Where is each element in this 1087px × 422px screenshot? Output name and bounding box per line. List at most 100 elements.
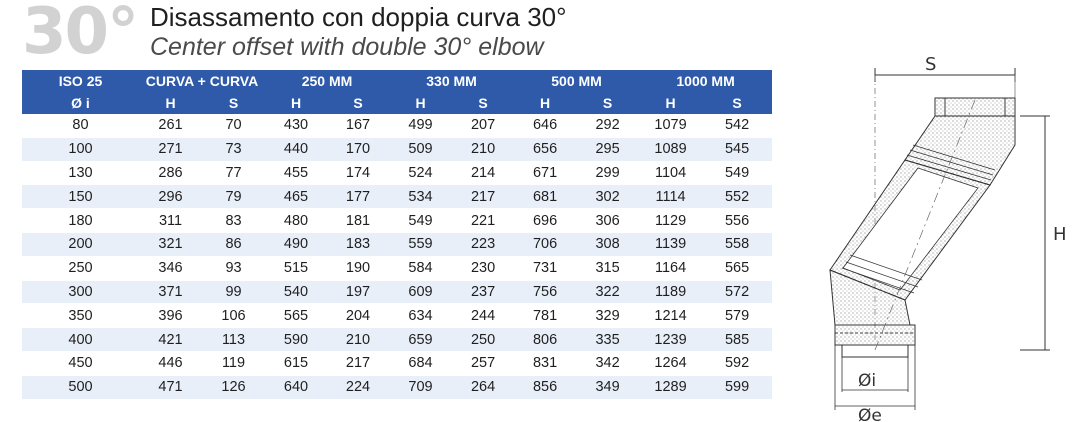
table-cell: 781 <box>514 303 577 329</box>
table-cell: 524 <box>389 161 453 186</box>
table-cell: 756 <box>514 280 577 305</box>
table-cell: 440 <box>265 137 328 162</box>
subheader-s: S <box>202 92 266 114</box>
table-cell: 696 <box>514 208 577 233</box>
table-cell: 615 <box>265 351 328 376</box>
table-cell: 534 <box>389 184 453 210</box>
table-cell: 806 <box>514 327 577 352</box>
table-cell: 329 <box>576 303 640 329</box>
table-cell: 656 <box>514 137 577 162</box>
table-cell: 455 <box>265 161 328 186</box>
table-cell: 286 <box>139 161 202 186</box>
label-s: S <box>925 54 936 75</box>
group-header-row: ISO 25 CURVA + CURVA 250 MM 330 MM 500 M… <box>22 70 773 92</box>
table-cell: 1129 <box>639 208 703 233</box>
header-iso25: ISO 25 <box>22 70 139 92</box>
dimension-table: ISO 25 CURVA + CURVA 250 MM 330 MM 500 M… <box>22 70 773 400</box>
subheader-s: S <box>576 92 640 114</box>
table-cell: 217 <box>452 184 515 210</box>
table-cell: 174 <box>327 161 390 186</box>
table-cell: 659 <box>389 327 453 352</box>
table-cell: 224 <box>327 375 390 400</box>
cell-diameter: 450 <box>22 351 139 376</box>
table-cell: 565 <box>265 303 328 329</box>
table-cell: 99 <box>202 280 266 305</box>
table-cell: 515 <box>265 256 328 281</box>
table-cell: 542 <box>702 114 773 138</box>
table-cell: 1114 <box>639 184 703 210</box>
table-cell: 634 <box>389 303 453 329</box>
sub-header-row: Ø i H S H S H S H S H S <box>22 92 773 114</box>
cell-diameter: 130 <box>22 161 139 186</box>
table-cell: 681 <box>514 184 577 210</box>
table-body: 80 261 70 430 167 499 207 646 292 1079 542 100 271 73… <box>22 114 773 400</box>
table-cell: 257 <box>452 351 515 376</box>
subheader-s: S <box>702 92 773 114</box>
table-cell: 1139 <box>639 232 703 257</box>
table-cell: 302 <box>576 184 640 210</box>
table-row: 180 311 83 480 181 549 221 696 306 1129 556 <box>22 208 773 233</box>
table-cell: 342 <box>576 351 640 376</box>
table-cell: 1104 <box>639 161 703 186</box>
table-cell: 223 <box>452 232 515 257</box>
table-cell: 609 <box>389 280 453 305</box>
table-row: 500 471 126 640 224 709 264 856 349 1289 599 <box>22 375 773 400</box>
cell-diameter: 350 <box>22 303 139 329</box>
table-cell: 565 <box>702 256 773 281</box>
table-cell: 322 <box>576 280 640 305</box>
label-h: H <box>1053 224 1067 245</box>
header-250mm: 250 MM <box>265 70 390 92</box>
table-cell: 167 <box>327 114 390 138</box>
table-cell: 480 <box>265 208 328 233</box>
table-cell: 646 <box>514 114 577 138</box>
table-cell: 831 <box>514 351 577 376</box>
table-cell: 856 <box>514 375 577 400</box>
subheader-s: S <box>452 92 515 114</box>
cell-diameter: 100 <box>22 137 139 162</box>
table-cell: 210 <box>327 327 390 352</box>
cell-diameter: 250 <box>22 256 139 281</box>
header-curva-curva: CURVA + CURVA <box>139 70 266 92</box>
table-cell: 490 <box>265 232 328 257</box>
table-cell: 183 <box>327 232 390 257</box>
cell-diameter: 180 <box>22 208 139 233</box>
table-cell: 296 <box>139 184 202 210</box>
table-cell: 590 <box>265 327 328 352</box>
table-cell: 106 <box>202 303 266 329</box>
table-cell: 396 <box>139 303 202 329</box>
table-row: 80 261 70 430 167 499 207 646 292 1079 542 <box>22 114 773 138</box>
offset-elbow-diagram: S H Øi Øe <box>829 54 1067 422</box>
table-cell: 93 <box>202 256 266 281</box>
table-cell: 549 <box>702 161 773 186</box>
table-cell: 1214 <box>639 303 703 329</box>
table-cell: 214 <box>452 161 515 186</box>
table-cell: 292 <box>576 114 640 138</box>
title-italian: Disassamento con doppia curva 30° <box>150 2 567 32</box>
cell-diameter: 150 <box>22 184 139 210</box>
table-cell: 181 <box>327 208 390 233</box>
title-english: Center offset with double 30° elbow <box>150 33 544 61</box>
table-cell: 706 <box>514 232 577 257</box>
table-cell: 430 <box>265 114 328 138</box>
table-cell: 499 <box>389 114 453 138</box>
table-cell: 126 <box>202 375 266 400</box>
table-cell: 1189 <box>639 280 703 305</box>
table-cell: 556 <box>702 208 773 233</box>
subheader-s: S <box>327 92 390 114</box>
table-cell: 73 <box>202 137 266 162</box>
cell-diameter: 500 <box>22 375 139 400</box>
table-cell: 113 <box>202 327 266 352</box>
table-cell: 264 <box>452 375 515 400</box>
table-cell: 295 <box>576 137 640 162</box>
table-cell: 321 <box>139 232 202 257</box>
table-cell: 221 <box>452 208 515 233</box>
header-500mm: 500 MM <box>514 70 640 92</box>
table-cell: 250 <box>452 327 515 352</box>
table-cell: 349 <box>576 375 640 400</box>
table-cell: 207 <box>452 114 515 138</box>
table-cell: 731 <box>514 256 577 281</box>
table-cell: 237 <box>452 280 515 305</box>
table-row: 400 421 113 590 210 659 250 806 335 1239 585 <box>22 327 773 352</box>
table-cell: 315 <box>576 256 640 281</box>
table-cell: 1164 <box>639 256 703 281</box>
